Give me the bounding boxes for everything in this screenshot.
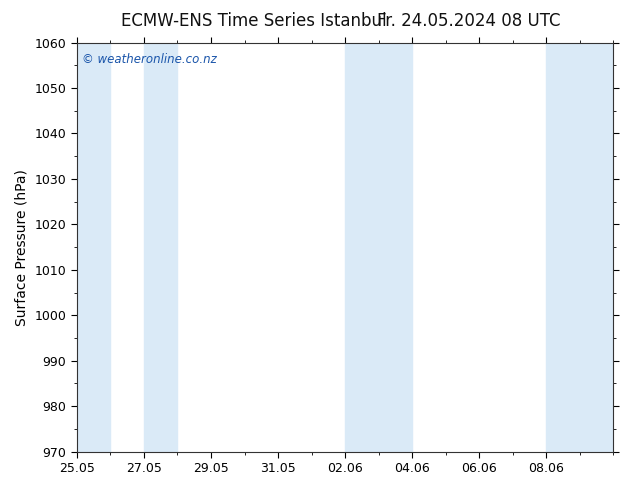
Bar [144,43,178,452]
Y-axis label: Surface Pressure (hPa): Surface Pressure (hPa) [15,169,29,325]
Bar [547,43,614,452]
Text: Fr. 24.05.2024 08 UTC: Fr. 24.05.2024 08 UTC [377,12,561,30]
Bar [77,43,110,452]
Bar [345,43,412,452]
Text: ECMW-ENS Time Series Istanbul: ECMW-ENS Time Series Istanbul [121,12,386,30]
Text: © weatheronline.co.nz: © weatheronline.co.nz [82,53,217,66]
